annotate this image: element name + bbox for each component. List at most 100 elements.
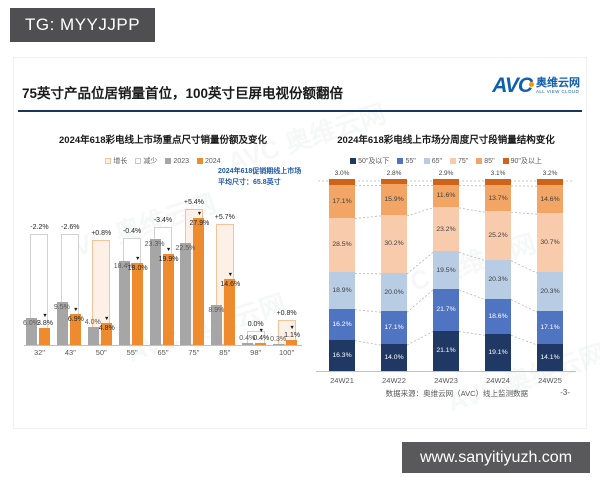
value-label-2024: 14.6% xyxy=(220,280,241,288)
segment-75in: 30.2% xyxy=(381,214,407,273)
top-segment-label: 2.8% xyxy=(386,170,402,178)
value-label-2023: 22.5% xyxy=(175,244,196,252)
legend-item: 2024 xyxy=(197,158,221,165)
bar-2024 xyxy=(286,340,298,345)
legend-swatch xyxy=(450,157,456,164)
week-stacked-bar-24W25: 14.1% 17.1% 20.3% 30.7% 14.6% 3.2% xyxy=(537,170,563,371)
change-label: +0.8% xyxy=(91,230,112,238)
week-stacked-bar-24W21: 16.3% 16.2% 18.9% 28.5% 17.1% 3.0% xyxy=(329,170,355,371)
week-stacked-bar-24W22: 14.0% 17.1% 20.0% 30.2% 15.9% 2.8% xyxy=(381,170,407,371)
x-tick-label: 32" xyxy=(33,348,45,357)
segment-55in: 17.1% xyxy=(537,311,563,344)
bar-2023 xyxy=(56,301,68,345)
segment-55in: 16.2% xyxy=(329,308,355,340)
value-label-2024: 1.1% xyxy=(284,332,301,339)
avg-size-annotation: 2024年618促销期线上市场 平均尺寸：65.8英寸 xyxy=(218,168,302,186)
avc-logo-abbr: AVC xyxy=(492,74,534,97)
segment-50in及以下: 19.1% xyxy=(485,334,511,371)
avc-logo-en: ALL VIEW CLOUD xyxy=(536,88,580,94)
week-stacked-bar-24W23: 21.1% 21.7% 19.5% 23.2% 11.6% 2.9% xyxy=(433,170,459,371)
segment-55in: 18.6% xyxy=(485,298,511,335)
value-label-2024: 6.9% xyxy=(67,315,84,323)
segment-85in: 17.1% xyxy=(329,184,355,218)
left-chart-panel: 2024年618彩电线上市场重点尺寸销量份额及变化 增长 减少 2023 2024 2… xyxy=(22,120,304,390)
grouped-bar-plot: -2.2% 6.0% 3.8% ▼ -2.6% 9.5% 6.9% ▼ +0.8% 4.0% 4.8… xyxy=(23,198,302,346)
legend-item: 55" xyxy=(397,158,416,165)
down-arrow-icon: ▼ xyxy=(165,247,172,254)
change-label: -0.4% xyxy=(122,228,142,236)
segment-65in: 18.9% xyxy=(329,272,355,309)
segment-90in及以上 xyxy=(485,179,511,185)
top-segment-label: 3.2% xyxy=(542,170,558,178)
change-label: -3.4% xyxy=(153,216,173,224)
x-tick-label: 50" xyxy=(95,348,107,357)
avc-logo-dot-icon xyxy=(529,82,534,87)
top-segment-label: 3.1% xyxy=(490,170,506,178)
bar-2023 xyxy=(180,242,192,345)
x-tick-label: 24W22 xyxy=(382,376,406,385)
bar-2024 xyxy=(162,254,174,345)
legend-swatch xyxy=(350,158,357,165)
slide-title: 75英寸产品位居销量首位，100英寸巨屏电视份额翻倍 xyxy=(22,86,344,101)
avc-logo-cn: 奥维云网 xyxy=(536,77,580,90)
legend-item: 50"及以下 xyxy=(350,156,389,166)
bar-2024 xyxy=(100,323,112,345)
x-tick-label: 65" xyxy=(157,348,169,357)
value-label-2024: 18.0% xyxy=(127,265,148,273)
slide: AVC 奥维云网 AVC 奥维云网 AVC 奥维云网 AVC 奥维云网 AVC … xyxy=(13,57,600,429)
segment-85in: 14.6% xyxy=(537,185,563,214)
avc-logo: AVC 奥维云网 ALL VIEW CLOUD xyxy=(492,74,580,98)
segment-50in及以下: 21.1% xyxy=(433,330,459,371)
segment-90in及以上 xyxy=(537,179,563,186)
bar-2023 xyxy=(242,343,254,345)
segment-85in: 15.9% xyxy=(381,184,407,215)
size-group-65in: -3.4% 23.3% 19.9% ▼ xyxy=(144,198,178,345)
segment-85in: 13.7% xyxy=(485,184,511,212)
legend-swatch xyxy=(476,157,483,164)
title-underline xyxy=(18,110,582,112)
size-group-32in: -2.2% 6.0% 3.8% ▼ xyxy=(23,198,55,345)
down-arrow-icon: ▼ xyxy=(73,306,79,313)
segment-55in: 17.1% xyxy=(381,311,407,345)
value-label-2024: 27.9% xyxy=(189,220,210,228)
bar-2024 xyxy=(39,327,50,345)
right-chart-title: 2024年618彩电线上市场分周度尺寸段销量结构变化 xyxy=(337,135,555,146)
data-source: 数据来源：奥维云网（AVC）线上监测数据 xyxy=(385,389,528,398)
x-tick-label: 75" xyxy=(188,348,200,357)
x-tick-label: 55" xyxy=(126,348,138,357)
segment-85in: 11.6% xyxy=(433,184,459,207)
x-tick-label: 24W21 xyxy=(330,376,354,385)
legend-item: 75" xyxy=(450,158,468,165)
x-tick-label: 100" xyxy=(278,348,295,357)
change-label: 0.0% xyxy=(247,321,264,329)
stacked-bar-plot: 16.3% 16.2% 18.9% 28.5% 17.1% 3.0% 14.0% 17.1% 2… xyxy=(316,170,576,372)
change-label: +5.4% xyxy=(183,198,204,206)
x-tick-label: 24W24 xyxy=(486,376,510,385)
down-arrow-icon: ▼ xyxy=(196,211,203,218)
value-label-2023: 18.4% xyxy=(113,263,134,271)
top-segment-label: 2.9% xyxy=(438,170,454,178)
segment-90in及以上 xyxy=(381,179,407,185)
segment-75in: 23.2% xyxy=(433,206,459,252)
left-chart-legend: 增长 减少 2023 2024 xyxy=(22,156,304,166)
segment-65in: 20.0% xyxy=(381,272,407,312)
value-label-2023: 23.3% xyxy=(144,241,165,248)
left-chart-title: 2024年618彩电线上市场重点尺寸销量份额及变化 xyxy=(59,135,267,146)
right-chart-legend: 50"及以下 55" 65" 75" 85" 90"及以上 xyxy=(310,156,582,166)
segment-65in: 20.3% xyxy=(537,272,563,312)
segment-75in: 30.7% xyxy=(537,213,563,273)
segment-75in: 25.2% xyxy=(485,211,511,260)
legend-item: 90"及以上 xyxy=(502,156,542,166)
bar-2023 xyxy=(118,261,130,345)
week-stacked-bar-24W24: 19.1% 18.6% 20.3% 25.2% 13.7% 3.1% xyxy=(485,170,511,371)
value-label-2024: 3.8% xyxy=(37,319,53,327)
x-tick-label: 85" xyxy=(219,348,231,357)
segment-65in: 19.5% xyxy=(433,251,459,289)
value-label-2023: 6.0% xyxy=(23,319,39,327)
bar-2024 xyxy=(193,218,205,345)
change-label: +5.7% xyxy=(214,214,235,222)
segment-75in: 28.5% xyxy=(329,217,355,273)
bar-2023 xyxy=(273,343,285,345)
telegram-tag: TG: MYYJJPP xyxy=(10,8,156,42)
segment-50in及以下: 14.1% xyxy=(537,343,563,371)
